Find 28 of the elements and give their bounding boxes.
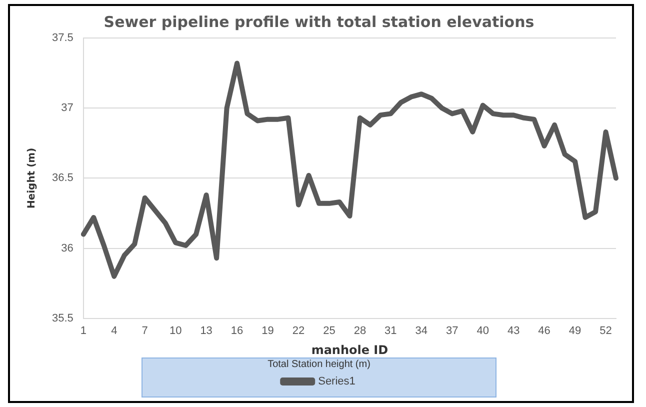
y-tick-label: 36.5 (52, 172, 74, 184)
x-tick-label: 1 (80, 325, 86, 338)
x-tick-label: 7 (142, 325, 148, 338)
x-tick-label: 43 (507, 325, 520, 338)
legend-label: Series1 (318, 376, 356, 388)
x-tick-label: 46 (538, 325, 550, 338)
chart-title: Sewer pipeline profile with total station elevations (104, 12, 534, 31)
x-tick-label: 25 (323, 325, 336, 338)
x-tick-label: 40 (476, 325, 489, 338)
y-tick-label: 37.5 (52, 32, 74, 44)
x-tick-label: 10 (169, 325, 182, 338)
x-tick-label: 49 (568, 325, 582, 338)
x-tick-label: 13 (200, 325, 212, 338)
x-tick-label: 28 (354, 325, 366, 338)
x-tick-label: 16 (230, 325, 244, 338)
x-tick-label: 52 (600, 325, 612, 338)
x-tick-label: 22 (292, 325, 305, 338)
x-tick-label: 31 (384, 325, 397, 338)
y-tick-label: 37 (61, 102, 74, 114)
x-axis-title: manhole ID (311, 342, 388, 357)
x-tick-label: 19 (262, 325, 274, 338)
y-tick-label: 35.5 (52, 312, 74, 324)
x-tick-label: 4 (111, 325, 118, 338)
x-tick-label: 37 (446, 325, 458, 338)
legend-title: Total Station height (m) (268, 358, 370, 370)
y-tick-label: 36 (61, 242, 74, 254)
y-axis-title: Height (m) (26, 148, 38, 209)
x-tick-label: 34 (415, 325, 428, 338)
